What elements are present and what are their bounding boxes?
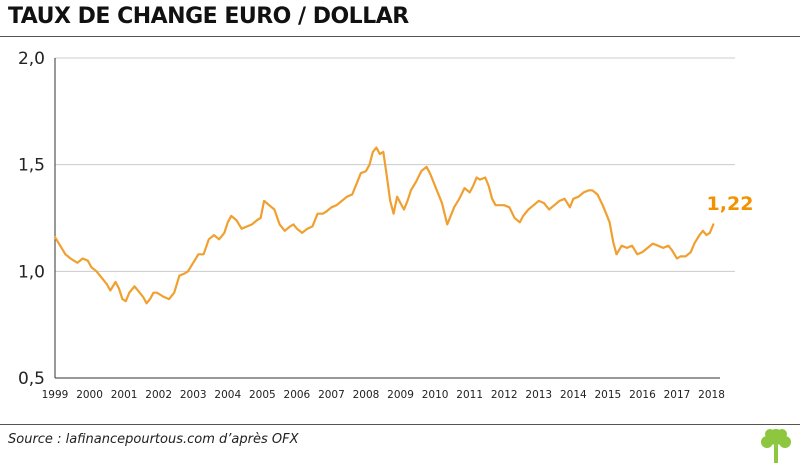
footer-divider [0, 424, 800, 425]
x-tick-label: 2008 [353, 389, 380, 401]
x-tick-label: 2002 [145, 389, 172, 401]
gridlines [55, 57, 735, 272]
source-note: Source : lafinancepourtous.com d’après O… [8, 432, 299, 447]
x-tick-label: 2000 [76, 389, 103, 401]
x-tick-label: 2001 [111, 389, 138, 401]
y-tick-label: 1,0 [18, 262, 45, 282]
x-tick-label: 2014 [560, 389, 587, 401]
y-tick-label: 1,5 [18, 156, 45, 176]
x-tick-label: 2007 [318, 389, 345, 401]
x-tick-label: 2013 [525, 389, 552, 401]
x-tick-label: 1999 [42, 389, 69, 401]
x-tick-label: 2003 [180, 389, 207, 401]
x-tick-label: 2009 [387, 389, 414, 401]
y-tick-labels: 0,5 1,0 1,5 2,0 [18, 49, 45, 389]
end-value-label: 1,22 [707, 193, 754, 215]
y-tick-label: 2,0 [18, 49, 45, 69]
x-tick-label: 2011 [456, 389, 483, 401]
x-tick-label: 2012 [491, 389, 518, 401]
x-tick-label: 2004 [214, 389, 241, 401]
x-tick-label: 2015 [595, 389, 622, 401]
x-tick-label: 2006 [284, 389, 311, 401]
y-tick-label: 0,5 [18, 369, 45, 389]
x-tick-label: 2018 [698, 389, 725, 401]
chart-title: TAUX DE CHANGE EURO / DOLLAR [8, 4, 409, 29]
x-tick-labels: 1999 2000 2001 2002 2003 2004 2005 2006 2007 2008… [42, 389, 725, 401]
x-tick-label: 2005 [249, 389, 276, 401]
x-tick-label: 2010 [422, 389, 449, 401]
series-line-eur-usd [53, 146, 715, 305]
tree-logo-icon [761, 429, 791, 463]
x-tick-label: 2016 [629, 389, 656, 401]
x-tick-label: 2017 [664, 389, 691, 401]
title-divider [0, 36, 800, 37]
